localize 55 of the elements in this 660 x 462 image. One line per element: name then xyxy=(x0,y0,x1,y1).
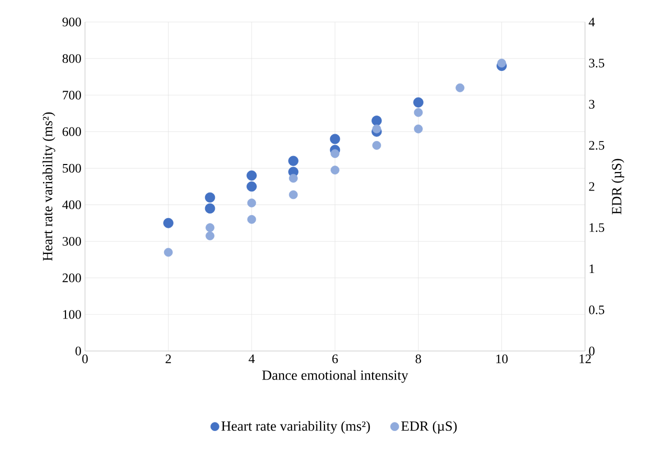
x-tick-label: 10 xyxy=(496,354,508,364)
x-tick-label: 2 xyxy=(166,354,171,364)
point xyxy=(330,166,340,174)
point xyxy=(288,190,298,200)
point xyxy=(288,174,298,183)
y-tick-label: 900 xyxy=(62,18,81,26)
y-tick-label: 500 xyxy=(62,164,81,173)
point xyxy=(206,223,214,232)
x-tick-label: 8 xyxy=(416,354,422,364)
y2-tick-label: 4 xyxy=(588,18,595,26)
x-axis-title: Dance emotional intensity xyxy=(262,370,408,383)
point xyxy=(246,170,257,181)
y-tick-label: 100 xyxy=(63,310,81,319)
y-tick-label: 400 xyxy=(62,200,81,210)
y2-tick-label: 2.5 xyxy=(589,140,604,150)
point xyxy=(414,108,423,117)
point xyxy=(372,124,382,134)
y2-tick-label: 1 xyxy=(590,264,594,274)
legend-label: EDR (µS) xyxy=(401,420,457,434)
y-tick-label: 0 xyxy=(76,346,81,356)
y-tick-label: 700 xyxy=(62,90,81,100)
y2-tick-label: 0.5 xyxy=(589,305,604,314)
x-tick-label: 6 xyxy=(332,354,338,364)
point xyxy=(163,218,174,228)
point xyxy=(288,156,298,166)
y-tick-label: 200 xyxy=(62,274,81,282)
legend-label: Heart rate variability (ms²) xyxy=(221,420,370,434)
point xyxy=(413,97,424,108)
point xyxy=(372,140,382,150)
point xyxy=(456,83,464,92)
point xyxy=(204,203,216,214)
x-tick-label: 12 xyxy=(580,354,591,364)
point xyxy=(372,116,382,126)
point xyxy=(246,181,257,192)
x-tick-label: 0 xyxy=(82,354,88,364)
y-axis-title: Heart rate variability (ms²) xyxy=(42,112,56,261)
point xyxy=(206,231,214,240)
point xyxy=(330,134,340,144)
y2-tick-label: 2 xyxy=(589,182,594,191)
y2-tick-label: 1.5 xyxy=(590,223,604,232)
y-tick-label: 800 xyxy=(62,54,81,63)
point xyxy=(164,248,173,257)
y2-tick-label: 3 xyxy=(589,100,594,109)
y2-axis-title: EDR (µS) xyxy=(612,158,624,214)
y-tick-label: 300 xyxy=(62,236,81,246)
point xyxy=(204,192,216,203)
y2-tick-label: 0 xyxy=(589,346,595,356)
point xyxy=(497,58,506,68)
point xyxy=(414,124,423,134)
point xyxy=(247,198,256,208)
x-tick-label: 4 xyxy=(248,354,255,364)
point xyxy=(247,215,256,224)
point xyxy=(330,149,340,158)
y-tick-label: 600 xyxy=(62,127,81,136)
y2-tick-label: 3.5 xyxy=(589,58,604,68)
